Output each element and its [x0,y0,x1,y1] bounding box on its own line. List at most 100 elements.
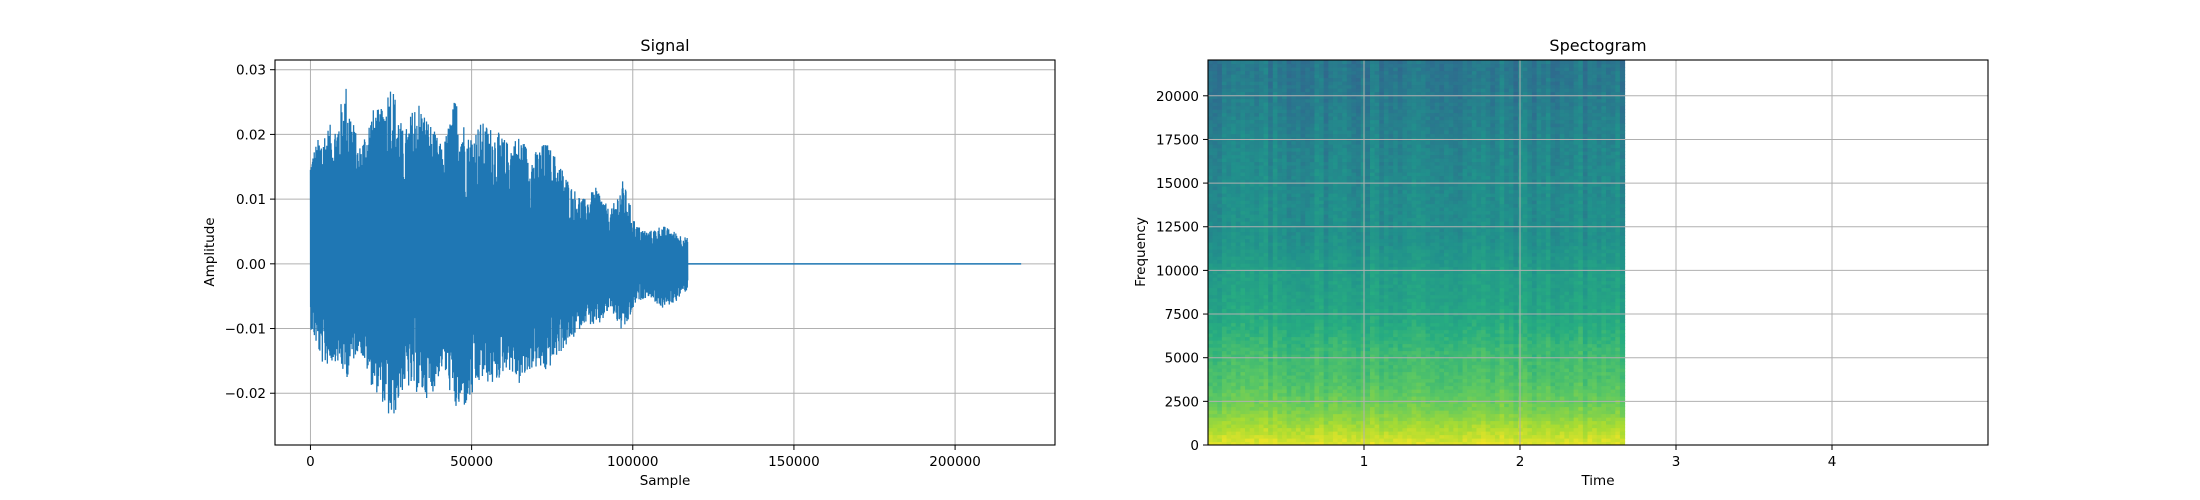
spectogram-cell [1592,287,1598,292]
spectogram-cell [1536,410,1542,415]
spectogram-cell [1499,298,1505,303]
spectogram-cell [1481,417,1487,422]
spectogram-cell [1397,270,1403,275]
spectogram-cell [1485,413,1491,418]
spectogram-cell [1356,410,1362,415]
spectogram-cell [1587,431,1593,436]
spectogram-cell [1592,424,1598,429]
spectogram-cell [1342,277,1348,282]
spectogram-cell [1268,364,1274,369]
spectogram-cell [1208,340,1214,345]
spectogram-cell [1573,424,1579,429]
spectogram-cell [1555,322,1561,327]
spectogram-cell [1439,308,1445,313]
spectogram-cell [1393,417,1399,422]
spectogram-cell [1481,403,1487,408]
spectogram-cell [1286,340,1292,345]
spectogram-cell [1499,294,1505,299]
spectogram-cell [1379,434,1385,439]
spectogram-cell [1518,343,1524,348]
spectogram-cell [1208,308,1214,313]
spectogram-cell [1360,406,1366,411]
spectogram-cell [1235,431,1241,436]
spectogram-cell [1263,350,1269,355]
spectogram-cell [1573,343,1579,348]
spectogram-cell [1513,326,1519,331]
spectogram-cell [1485,375,1491,380]
spectogram-cell [1453,375,1459,380]
spectogram-cell [1226,378,1232,383]
spectogram-cell [1619,315,1626,320]
spectogram-cell [1481,368,1487,373]
spectogram-cell [1471,378,1478,383]
spectogram-cell [1240,413,1246,418]
spectogram-cell [1453,333,1459,338]
spectogram-cell [1606,403,1612,408]
spectogram-cell [1434,420,1440,425]
spectogram-cell [1226,420,1232,425]
spectogram-cell [1481,424,1487,429]
spectogram-cell [1397,329,1403,334]
spectogram-cell [1300,403,1306,408]
spectogram-cell [1568,441,1575,445]
spectogram-cell [1231,256,1237,261]
spectogram-cell [1504,301,1510,306]
spectogram-cell [1499,287,1505,292]
spectogram-cell [1360,361,1366,366]
spectogram-cell [1383,420,1390,425]
spectogram-cell [1212,392,1218,397]
spectogram-cell [1564,305,1570,310]
spectogram-cell [1346,259,1353,264]
spectogram-cell [1439,364,1445,369]
spectogram-cell [1342,301,1348,306]
spectogram-cell [1295,403,1302,408]
spectogram-cell [1531,259,1538,264]
spectogram-cell [1291,350,1297,355]
spectogram-cell [1508,427,1515,432]
spectogram-cell [1411,294,1417,299]
spectogram-cell [1277,368,1283,373]
spectogram-cell [1439,284,1445,289]
spectogram-cell [1615,273,1621,278]
spectogram-cell [1268,294,1274,299]
spectogram-cell [1295,431,1302,436]
spectogram-cell [1226,252,1232,257]
spectogram-cell [1268,308,1274,313]
spectogram-cell [1564,392,1570,397]
spectogram-cell [1481,329,1487,334]
spectogram-cell [1490,273,1496,278]
spectogram-cell [1601,382,1607,387]
spectogram-cell [1430,350,1436,355]
spectogram-cell [1522,347,1528,352]
spectogram-cell [1587,294,1593,299]
spectogram-cell [1258,350,1265,355]
spectogram-cell [1319,392,1325,397]
spectogram-cell [1434,319,1440,324]
spectogram-cell [1346,347,1353,352]
spectogram-cell [1309,413,1316,418]
spectogram-cell [1323,406,1329,411]
spectogram-cell [1282,291,1288,296]
spectogram-cell [1476,389,1482,394]
spectogram-cell [1619,417,1626,422]
spectogram-cell [1462,368,1468,373]
spectogram-cell [1545,284,1552,289]
spectogram-cell [1240,263,1246,268]
spectogram-cell [1444,270,1450,275]
spectogram-cell [1568,375,1575,380]
spectogram-cell [1323,368,1329,373]
spectogram-cell [1416,298,1422,303]
spectogram-cell [1462,284,1468,289]
spectogram-cell [1226,406,1232,411]
spectogram-cell [1453,308,1459,313]
spectogram-cell [1541,291,1547,296]
spectogram-cell [1374,305,1380,310]
spectogram-cell [1217,326,1223,331]
spectogram-cell [1545,266,1552,271]
spectogram-cell [1541,368,1547,373]
signal-y-tick-label: 0.01 [236,192,266,208]
spectogram-cell [1393,424,1399,429]
spectogram-cell [1513,385,1519,390]
spectogram-cell [1508,438,1515,443]
spectogram-cell [1504,406,1510,411]
